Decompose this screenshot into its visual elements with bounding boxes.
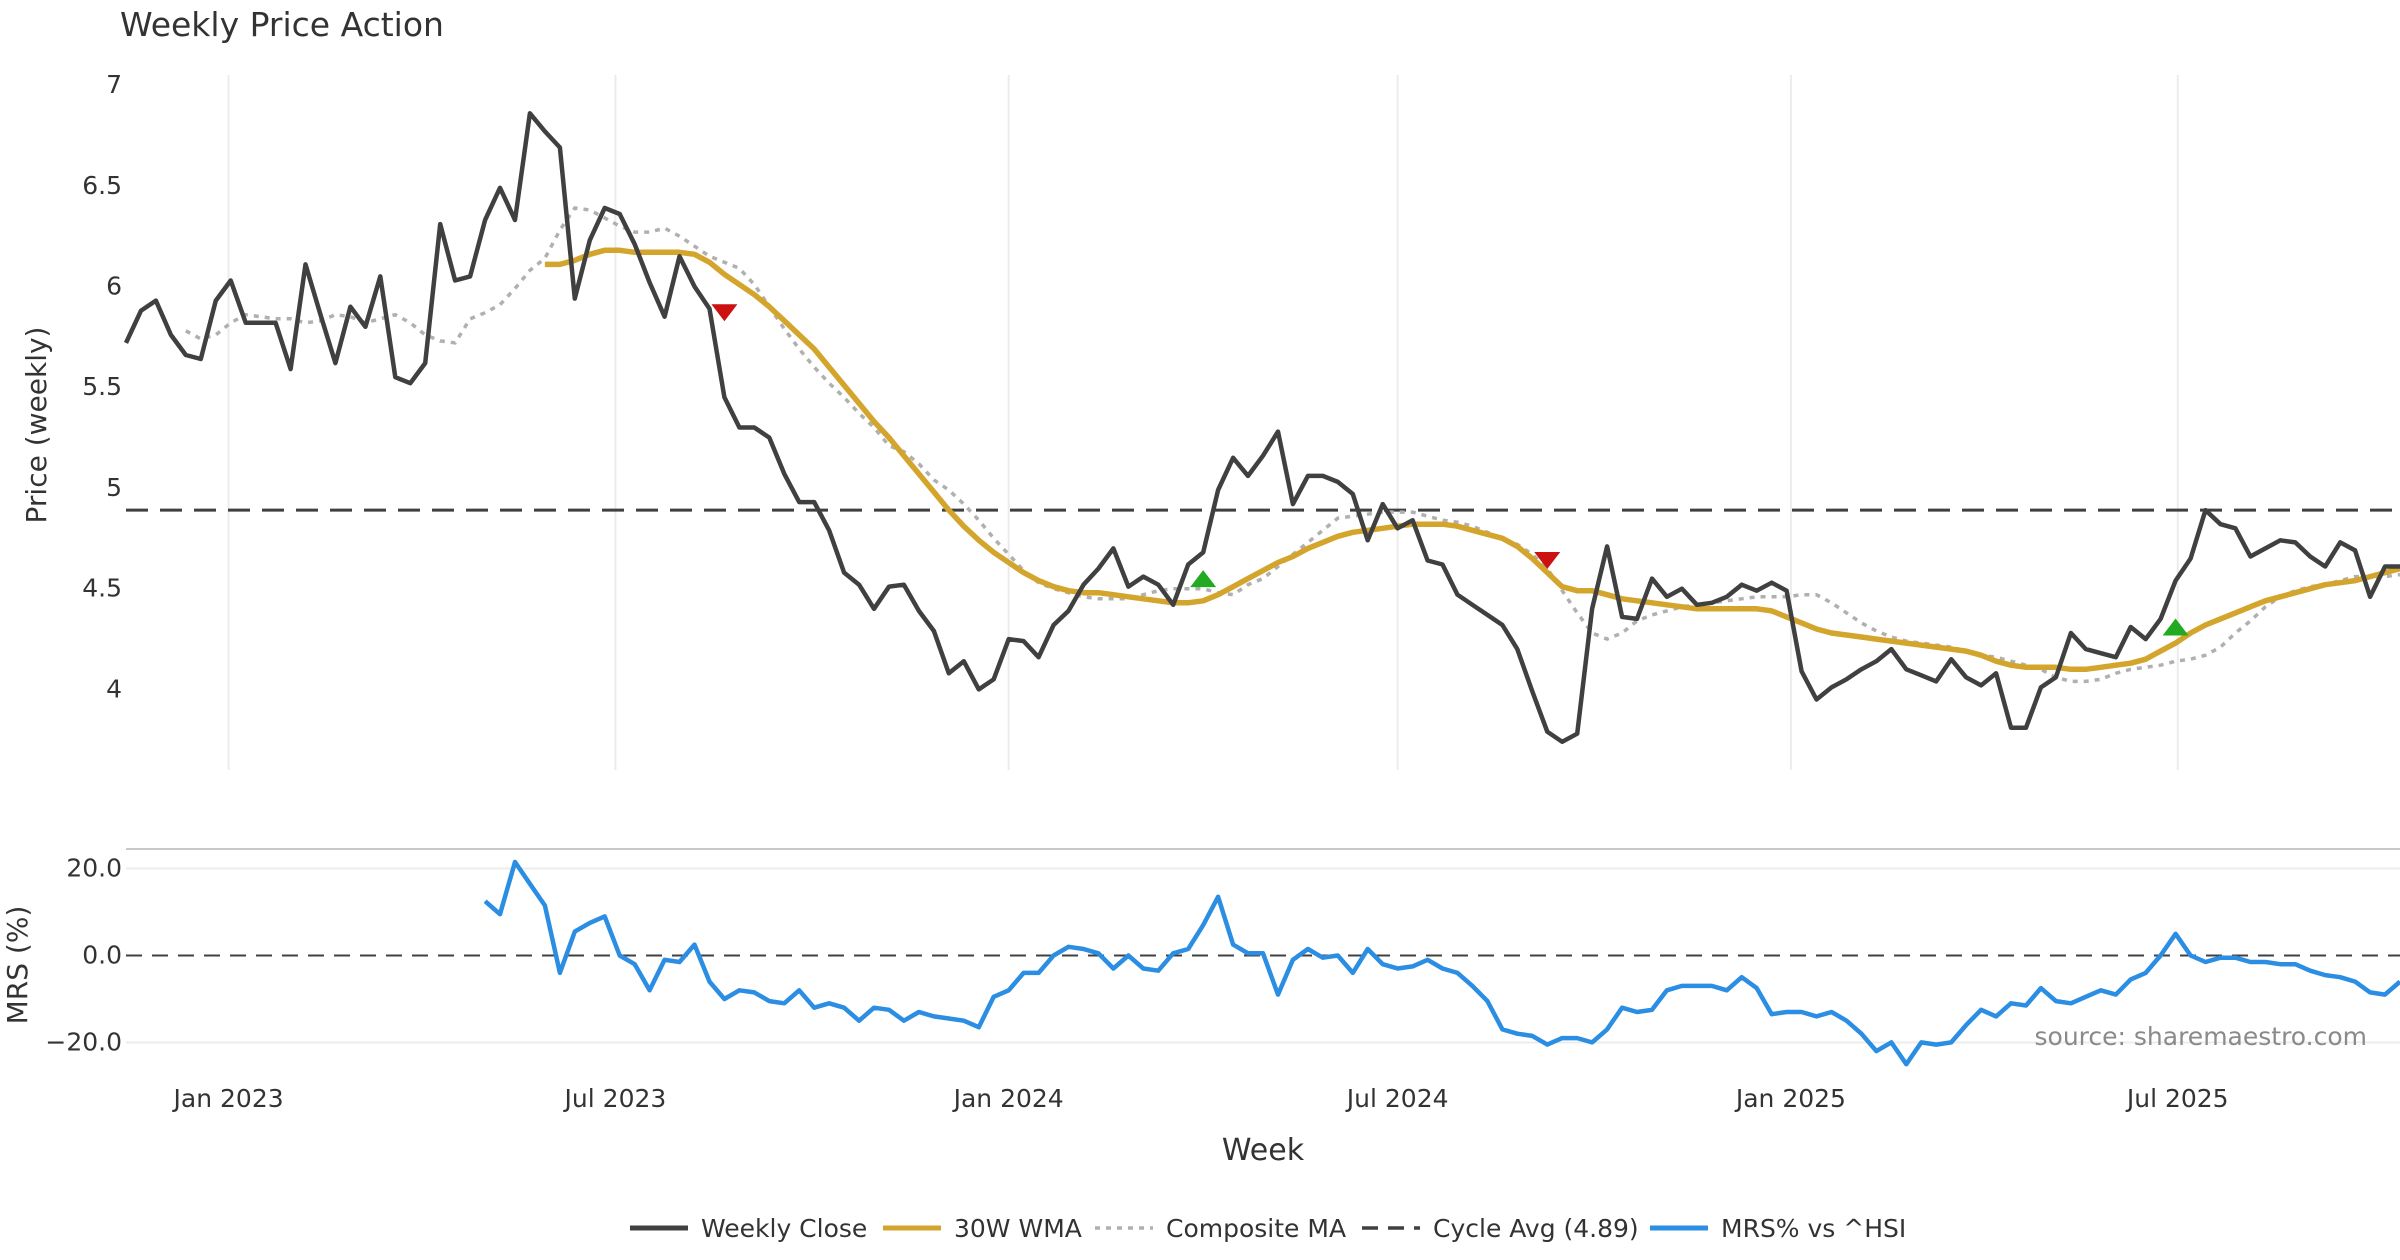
sell-signal-marker xyxy=(1534,551,1561,569)
price-y-tick-label: 5 xyxy=(106,473,122,502)
price-y-ticks: 4 4.5 5 5.5 6 6.5 7 xyxy=(82,70,122,703)
legend-label-close: Weekly Close xyxy=(701,1214,867,1243)
legend-label-composite: Composite MA xyxy=(1166,1214,1346,1243)
x-tick-label: Jul 2023 xyxy=(563,1084,667,1113)
price-y-axis-label: Price (weekly) xyxy=(20,327,53,524)
price-y-tick-label: 6.5 xyxy=(82,171,122,200)
composite-ma-series-line xyxy=(184,206,2400,684)
price-y-tick-label: 6 xyxy=(106,272,122,301)
mrs-panel: 20.0 0.0 −20.0 MRS (%) source: sharemaestr… xyxy=(1,854,2400,1067)
sell-signal-marker xyxy=(711,304,738,322)
price-y-tick-label: 7 xyxy=(106,70,122,99)
mrs-y-axis-label: MRS (%) xyxy=(1,906,34,1025)
x-axis-label: Week xyxy=(1222,1133,1305,1168)
price-gridlines xyxy=(227,75,2179,770)
x-tick-label: Jan 2024 xyxy=(952,1084,1064,1113)
chart-title: Weekly Price Action xyxy=(120,5,444,44)
buy-signal-marker xyxy=(1190,570,1217,588)
buy-signal-marker xyxy=(2162,618,2189,636)
mrs-series-line xyxy=(483,859,2400,1067)
x-tick-label: Jan 2023 xyxy=(172,1084,284,1113)
price-y-tick-label: 4 xyxy=(106,674,122,703)
legend-label-mrs: MRS% vs ^HSI xyxy=(1721,1214,1906,1243)
mrs-y-tick-label: 0.0 xyxy=(82,941,122,970)
legend: Weekly Close 30W WMA Composite MA Cycle Avg… xyxy=(630,1214,1906,1243)
weekly-close-series-line xyxy=(123,111,2400,745)
mrs-y-tick-label: −20.0 xyxy=(45,1027,122,1056)
mrs-y-tick-label: 20.0 xyxy=(66,854,122,883)
mrs-y-ticks: 20.0 0.0 −20.0 xyxy=(45,854,122,1057)
price-y-tick-label: 5.5 xyxy=(82,372,122,401)
x-tick-label: Jan 2025 xyxy=(1734,1084,1846,1113)
legend-label-wma: 30W WMA xyxy=(954,1214,1082,1243)
source-note: source: sharemaestro.com xyxy=(2035,1022,2368,1051)
x-tick-label: Jul 2024 xyxy=(1345,1084,1449,1113)
wma-30w-series-line xyxy=(544,247,2400,673)
x-tick-label: Jul 2025 xyxy=(2125,1084,2229,1113)
legend-label-cycle: Cycle Avg (4.89) xyxy=(1433,1214,1639,1243)
price-panel: 4 4.5 5 5.5 6 6.5 7 Price (weekly) xyxy=(20,70,2400,770)
signal-markers xyxy=(711,304,2189,636)
price-y-tick-label: 4.5 xyxy=(82,574,122,603)
x-axis-ticks: Jan 2023 Jul 2023 Jan 2024 Jul 2024 Jan 2025… xyxy=(172,1084,2229,1113)
mrs-gridlines xyxy=(126,867,2400,1044)
